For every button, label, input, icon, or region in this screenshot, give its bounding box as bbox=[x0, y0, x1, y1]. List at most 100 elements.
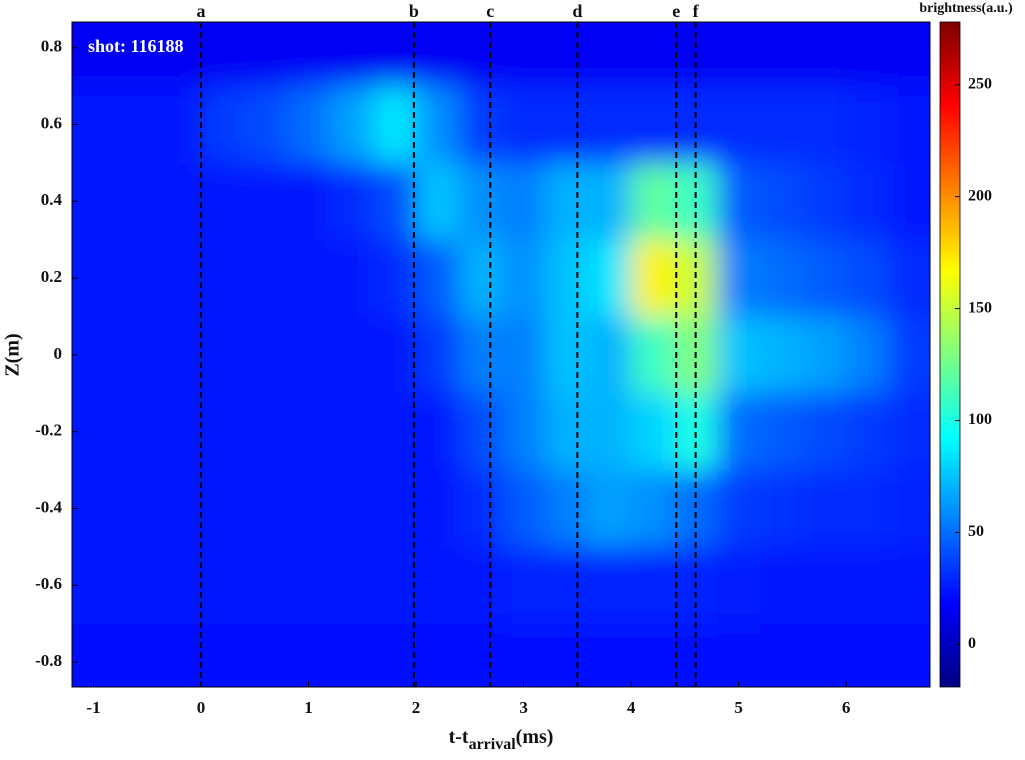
heat-cell bbox=[588, 239, 632, 317]
colorbar-label: brightness(a.u.) bbox=[919, 1, 1013, 16]
heat-cell bbox=[502, 239, 546, 317]
heat-cell bbox=[72, 470, 116, 548]
heat-cell bbox=[72, 316, 116, 394]
y-tick-label: -0.4 bbox=[35, 497, 62, 516]
heat-cell bbox=[717, 22, 761, 87]
heat-cell bbox=[330, 393, 374, 471]
heat-cell bbox=[846, 470, 890, 548]
heat-cell bbox=[330, 162, 374, 241]
heat-cell bbox=[287, 316, 331, 394]
heat-cell bbox=[72, 393, 116, 471]
heat-cell bbox=[459, 546, 503, 625]
heat-cell bbox=[889, 162, 930, 241]
heat-cell bbox=[889, 22, 930, 87]
heat-cell bbox=[373, 239, 417, 317]
heat-cell bbox=[717, 546, 761, 625]
heat-cell bbox=[115, 623, 159, 687]
heat-cell bbox=[889, 470, 930, 548]
heat-cell bbox=[72, 239, 116, 317]
heat-cell bbox=[416, 22, 460, 87]
x-tick-label: 1 bbox=[304, 698, 313, 717]
heat-cell bbox=[416, 546, 460, 625]
heat-cell bbox=[158, 546, 202, 625]
heat-cell bbox=[717, 470, 761, 548]
heat-cell bbox=[330, 623, 374, 687]
heat-cell bbox=[588, 393, 632, 471]
heat-cell bbox=[416, 470, 460, 548]
heat-cell bbox=[244, 393, 288, 471]
y-tick-label: 0.6 bbox=[41, 113, 62, 132]
heat-cell bbox=[201, 393, 245, 471]
heat-cell bbox=[158, 162, 202, 241]
colorbar-tick-label: 0 bbox=[968, 635, 976, 652]
heat-cell bbox=[115, 86, 159, 164]
heat-cell bbox=[760, 546, 804, 625]
heat-cell bbox=[889, 393, 930, 471]
heat-cell bbox=[373, 162, 417, 241]
heat-cell bbox=[803, 86, 847, 164]
heat-cell bbox=[631, 470, 675, 548]
heat-cell bbox=[760, 86, 804, 164]
heat-cell bbox=[115, 393, 159, 471]
heat-cell bbox=[502, 470, 546, 548]
y-tick-label: 0.8 bbox=[41, 37, 62, 56]
heat-cell bbox=[373, 316, 417, 394]
heat-cell bbox=[459, 239, 503, 317]
heat-cell bbox=[115, 22, 159, 87]
x-tick-label: 6 bbox=[842, 698, 851, 717]
heat-cell bbox=[846, 22, 890, 87]
heat-cell bbox=[373, 546, 417, 625]
heat-cell bbox=[459, 470, 503, 548]
heat-cell bbox=[545, 393, 589, 471]
heat-cell bbox=[631, 316, 675, 394]
heat-cell bbox=[760, 239, 804, 317]
heat-cell bbox=[588, 162, 632, 241]
heat-cell bbox=[201, 162, 245, 241]
heat-cell bbox=[244, 470, 288, 548]
x-tick-label: -1 bbox=[86, 698, 100, 717]
y-tick-label: -0.2 bbox=[35, 421, 62, 440]
heat-cell bbox=[201, 546, 245, 625]
x-tick-label: 2 bbox=[412, 698, 421, 717]
heat-cell bbox=[502, 546, 546, 625]
heat-cell bbox=[803, 316, 847, 394]
heat-cell bbox=[244, 239, 288, 317]
heat-cell bbox=[717, 86, 761, 164]
marker-label: b bbox=[409, 1, 419, 21]
heat-cell bbox=[717, 239, 761, 317]
heat-cell bbox=[631, 393, 675, 471]
heat-cell bbox=[889, 546, 930, 625]
heat-cell bbox=[201, 623, 245, 687]
heat-cell bbox=[158, 316, 202, 394]
heat-cell bbox=[373, 623, 417, 687]
heat-cell bbox=[287, 86, 331, 164]
heat-cell bbox=[717, 316, 761, 394]
heat-cell bbox=[416, 239, 460, 317]
y-tick-label: 0 bbox=[54, 344, 63, 363]
heat-cell bbox=[846, 86, 890, 164]
marker-label: d bbox=[572, 1, 582, 21]
heat-cell bbox=[545, 22, 589, 87]
heat-cell bbox=[416, 623, 460, 687]
heat-cell bbox=[889, 623, 930, 687]
y-tick-label: -0.8 bbox=[35, 651, 62, 670]
heat-cell bbox=[889, 316, 930, 394]
heat-cell bbox=[760, 470, 804, 548]
annotation: shot: 116188 bbox=[88, 36, 184, 56]
heat-cell bbox=[588, 86, 632, 164]
x-label-main: t-t bbox=[449, 726, 469, 748]
heat-cell bbox=[846, 162, 890, 241]
heat-cell bbox=[287, 22, 331, 87]
heat-cell bbox=[631, 22, 675, 87]
heat-cell bbox=[287, 393, 331, 471]
heat-cell bbox=[158, 86, 202, 164]
x-tick-label: 4 bbox=[627, 698, 636, 717]
y-tick-label: -0.6 bbox=[35, 574, 62, 593]
heat-cell bbox=[115, 470, 159, 548]
x-label-unit: (ms) bbox=[516, 726, 554, 748]
heat-cell bbox=[373, 86, 417, 164]
x-label-sub: arrival bbox=[469, 736, 517, 753]
heat-cell bbox=[803, 239, 847, 317]
heat-cell bbox=[459, 393, 503, 471]
heat-cell bbox=[760, 162, 804, 241]
